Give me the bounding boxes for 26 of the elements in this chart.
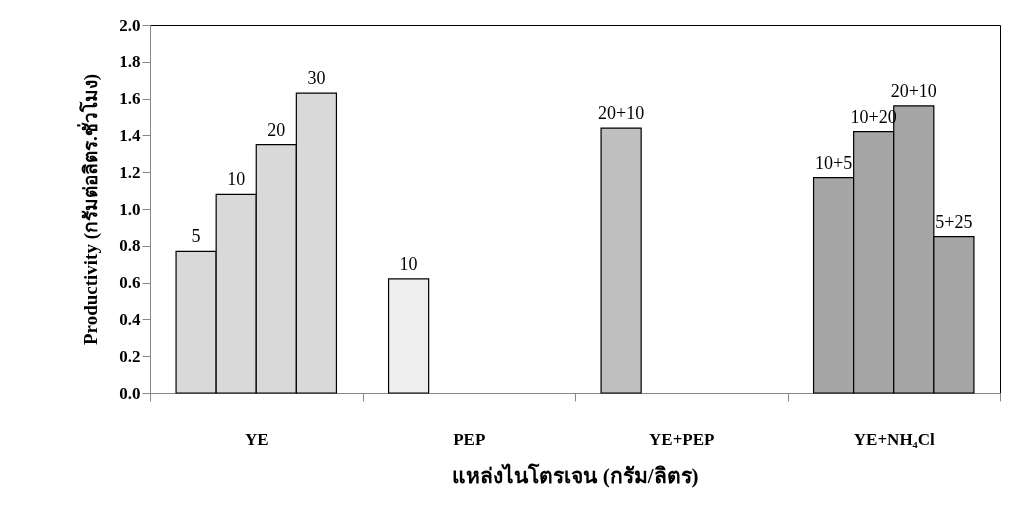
y-tick-label: 2.0	[119, 15, 141, 35]
y-tick-label: 1.4	[119, 125, 141, 145]
x-tick-label: YE+PEP	[649, 429, 715, 449]
series-label: 10+5	[815, 152, 853, 173]
x-tick-label: PEP	[453, 429, 486, 449]
y-tick-label: 1.6	[119, 89, 141, 109]
series-label: 20+10	[598, 103, 645, 124]
y-tick-label: 0.4	[119, 309, 141, 329]
series-label: 5	[191, 226, 201, 247]
y-tick-label: 1.8	[119, 52, 141, 72]
series-label: 5+25	[935, 211, 973, 232]
series-label: 30	[307, 68, 326, 89]
x-tick-label: YE+NH₄Cl	[853, 429, 935, 449]
series-label: 10	[227, 169, 246, 190]
x-tick-label: YE	[244, 429, 269, 449]
y-tick-label: 0.0	[119, 383, 141, 403]
y-tick-label: 1.0	[119, 199, 141, 219]
series-label: 20+10	[890, 80, 937, 101]
y-tick-label: 0.8	[119, 236, 141, 256]
x-axis-title: แหล่งไนโตรเจน (กรัม/ลิตร)	[452, 462, 699, 488]
y-tick-label: 1.2	[119, 162, 141, 182]
y-tick-label: 0.2	[119, 346, 141, 366]
y-axis-title: Productivity (กรัมต่อลิตร.ชั่วโมง)	[77, 73, 103, 346]
series-label: 20	[267, 119, 286, 140]
y-tick-label: 0.6	[119, 273, 141, 293]
series-label: 10	[399, 253, 418, 274]
